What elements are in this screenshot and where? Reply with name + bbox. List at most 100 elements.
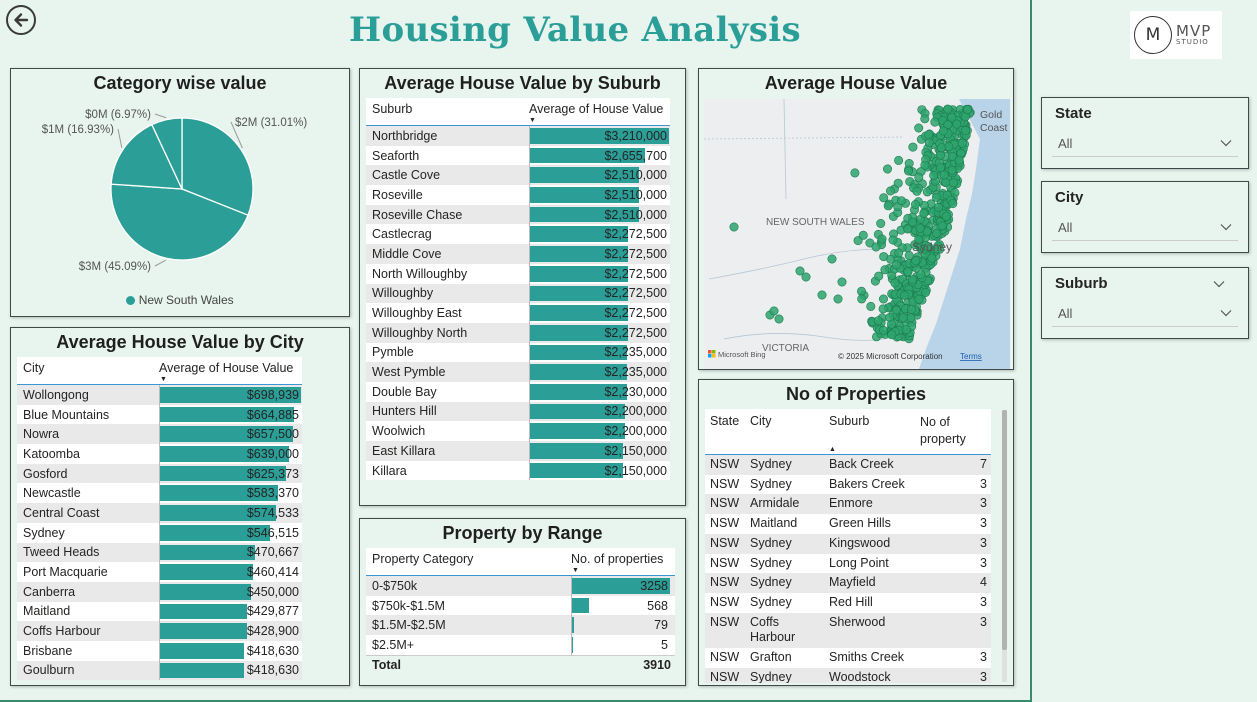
suburb-row[interactable]: Castle Cove $2,510,000: [366, 165, 670, 186]
suburb-row[interactable]: Middle Cove $2,272,500: [366, 244, 670, 264]
back-button[interactable]: [6, 5, 36, 35]
suburb-row[interactable]: Pymble $2,235,000: [366, 342, 670, 363]
map-data-point[interactable]: [908, 217, 918, 227]
map-data-point[interactable]: [876, 219, 886, 229]
map-data-point[interactable]: [948, 199, 958, 209]
map-data-point[interactable]: [921, 287, 931, 297]
map-data-point[interactable]: [874, 271, 884, 281]
map-data-point[interactable]: [944, 141, 954, 151]
slicer-suburb-dropdown[interactable]: All: [1052, 300, 1238, 327]
map-data-point[interactable]: [795, 266, 805, 276]
map-data-point[interactable]: [919, 208, 929, 218]
map-data-point[interactable]: [883, 164, 893, 174]
range-table[interactable]: Property Category No. of properties ▼ 0-…: [366, 548, 675, 675]
slicer-city-dropdown[interactable]: All: [1052, 214, 1238, 241]
city-row[interactable]: Katoomba $639,000: [17, 444, 302, 464]
city-row[interactable]: Goulburn $418,630: [17, 660, 302, 681]
map-data-point[interactable]: [937, 143, 947, 153]
map-data-point[interactable]: [947, 165, 957, 175]
col-state[interactable]: State: [710, 414, 740, 428]
map-data-point[interactable]: [929, 170, 939, 180]
map-data-point[interactable]: [887, 319, 897, 329]
map-data-point[interactable]: [898, 313, 908, 323]
city-row[interactable]: Nowra $657,500: [17, 424, 302, 445]
map-data-point[interactable]: [774, 314, 784, 324]
map-data-point[interactable]: [769, 306, 779, 316]
col-avg-value[interactable]: Average of House Value: [159, 361, 294, 375]
map-data-point[interactable]: [886, 254, 896, 264]
map-data-point[interactable]: [883, 201, 893, 211]
map-data-point[interactable]: [916, 270, 926, 280]
pie-slice-0m[interactable]: [151, 117, 183, 190]
city-row[interactable]: Newcastle $583,370: [17, 483, 302, 504]
map-data-point[interactable]: [931, 192, 941, 202]
pie-slice-2m[interactable]: [181, 117, 254, 217]
properties-row[interactable]: NSW Sydney Kingswood 3: [705, 533, 991, 554]
map-data-point[interactable]: [954, 155, 964, 165]
properties-scrollbar-thumb[interactable]: [1002, 410, 1007, 650]
map-data-point[interactable]: [900, 290, 910, 300]
map-data-point[interactable]: [943, 104, 953, 114]
properties-row[interactable]: NSW Sydney Mayfield 4: [705, 573, 991, 593]
city-row[interactable]: Tweed Heads $470,667: [17, 542, 302, 563]
suburb-row[interactable]: Double Bay $2,230,000: [366, 381, 670, 402]
map-data-point[interactable]: [873, 316, 883, 326]
chevron-down-icon[interactable]: [1213, 280, 1225, 288]
map-data-point[interactable]: [901, 325, 911, 335]
map-data-point[interactable]: [957, 138, 967, 148]
map-data-point[interactable]: [932, 244, 942, 254]
city-row[interactable]: Sydney $546,515: [17, 522, 302, 543]
suburb-table[interactable]: Suburb Average of House Value ▼ Northbri…: [366, 98, 670, 481]
map-data-point[interactable]: [941, 178, 951, 188]
map-data-point[interactable]: [937, 221, 947, 231]
australia-map[interactable]: NEW SOUTH WALES VICTORIA Sydney Gold Coa…: [704, 99, 1010, 369]
properties-row[interactable]: NSW Sydney Long Point 3: [705, 553, 991, 574]
map-data-point[interactable]: [911, 256, 921, 266]
range-row[interactable]: $750k-$1.5M 568: [366, 595, 675, 616]
map-data-point[interactable]: [903, 224, 913, 234]
map-data-point[interactable]: [888, 235, 898, 245]
suburb-row[interactable]: Willoughby $2,272,500: [366, 283, 670, 304]
map-data-point[interactable]: [878, 304, 888, 314]
map-data-point[interactable]: [914, 294, 924, 304]
map-data-point[interactable]: [729, 222, 739, 232]
map-data-point[interactable]: [947, 113, 957, 123]
map-data-point[interactable]: [894, 248, 904, 258]
map-data-point[interactable]: [911, 200, 921, 210]
col-property-category[interactable]: Property Category: [372, 552, 474, 566]
col-avg-value[interactable]: Average of House Value: [529, 102, 664, 116]
city-row[interactable]: Canberra $450,000: [17, 581, 302, 602]
map-data-point[interactable]: [833, 294, 843, 304]
range-row[interactable]: 0-$750k 3258: [366, 576, 675, 596]
map-data-point[interactable]: [932, 228, 942, 238]
map-data-point[interactable]: [878, 325, 888, 335]
category-pie-chart[interactable]: $2M (31.01%) $3M (45.09%) $1M (16.93%) $0M …: [11, 99, 349, 299]
map-data-point[interactable]: [893, 178, 903, 188]
map-data-point[interactable]: [908, 275, 918, 285]
city-row[interactable]: Maitland $429,877: [17, 601, 302, 622]
map-data-point[interactable]: [924, 130, 934, 140]
map-data-point[interactable]: [891, 305, 901, 315]
map-data-point[interactable]: [914, 123, 924, 133]
suburb-row[interactable]: West Pymble $2,235,000: [366, 362, 670, 382]
map-data-point[interactable]: [891, 260, 901, 270]
suburb-row[interactable]: Killara $2,150,000: [366, 460, 670, 481]
map-data-point[interactable]: [857, 286, 867, 296]
map-data-point[interactable]: [927, 253, 937, 263]
map-data-point[interactable]: [827, 254, 837, 264]
city-row[interactable]: Gosford $625,373: [17, 463, 302, 484]
map-data-point[interactable]: [914, 172, 924, 182]
city-row[interactable]: Coffs Harbour $428,900: [17, 621, 302, 641]
map-data-point[interactable]: [904, 166, 914, 176]
slicer-state-dropdown[interactable]: All: [1052, 130, 1238, 157]
map-data-point[interactable]: [894, 155, 904, 165]
suburb-row[interactable]: Roseville $2,510,000: [366, 185, 670, 205]
map-terms-link[interactable]: Terms: [960, 352, 982, 361]
map-data-point[interactable]: [962, 105, 972, 115]
map-data-point[interactable]: [938, 126, 948, 136]
properties-row[interactable]: NSW Armidale Enmore 3: [705, 494, 991, 515]
suburb-row[interactable]: Castlecrag $2,272,500: [366, 224, 670, 245]
map-data-point[interactable]: [879, 193, 889, 203]
map-data-point[interactable]: [923, 242, 933, 252]
col-no-properties[interactable]: No. of properties: [571, 552, 664, 566]
